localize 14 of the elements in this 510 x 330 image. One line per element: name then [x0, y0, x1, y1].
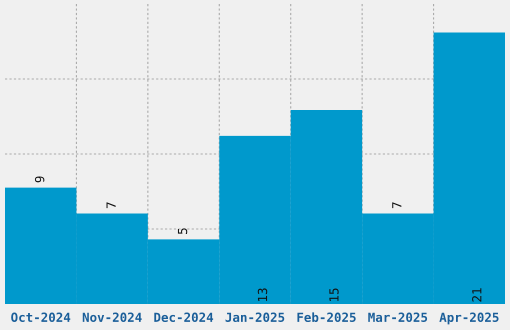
data-label: 9 [34, 176, 44, 182]
data-label: 15 [329, 288, 339, 301]
data-label: 5 [178, 228, 188, 234]
x-tick-label: Feb-2025 [297, 312, 356, 322]
x-tick-label: Oct-2024 [11, 312, 70, 322]
x-tick-label: Apr-2025 [439, 312, 499, 324]
x-tick-label: Mar-2025 [368, 312, 428, 322]
x-tick-label: Jan-2025 [226, 312, 284, 322]
data-label: 7 [392, 202, 402, 208]
x-tick-label: Dec-2024 [154, 312, 214, 322]
data-label: 13 [258, 288, 268, 301]
data-label: 21 [472, 288, 482, 302]
x-tick-label: Nov-2024 [82, 312, 142, 322]
data-label: 7 [106, 202, 116, 208]
